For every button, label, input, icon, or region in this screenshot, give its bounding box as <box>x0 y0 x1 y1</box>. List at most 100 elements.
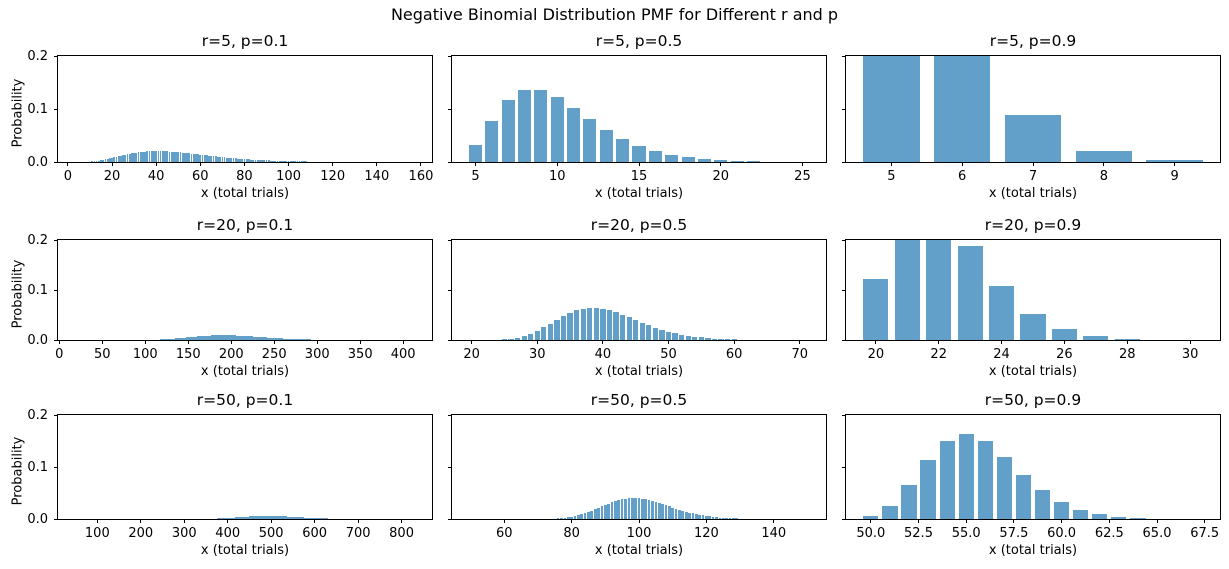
y-tick-label: 0.0 <box>27 154 48 170</box>
bar <box>1073 509 1089 519</box>
x-tick-label: 120 <box>693 526 719 541</box>
bar <box>679 334 685 340</box>
x-axis-tick <box>938 340 940 344</box>
x-tick-label: 30 <box>1181 347 1199 362</box>
y-axis-tick <box>54 161 58 163</box>
x-tick-label: 5 <box>887 169 896 184</box>
bar <box>171 338 173 340</box>
bar <box>300 161 303 162</box>
x-tick-label: 140 <box>364 169 390 184</box>
bar <box>239 335 241 340</box>
bar <box>258 336 260 340</box>
bar <box>694 514 698 519</box>
bar <box>179 338 180 340</box>
y-axis-tick <box>842 239 846 241</box>
x-axis-tick <box>890 162 892 166</box>
y-axis-tick <box>448 289 452 291</box>
bar <box>285 338 287 340</box>
x-axis-tick <box>1174 162 1176 166</box>
bar <box>894 240 920 340</box>
bar <box>303 339 305 340</box>
x-axis-tick <box>475 162 477 166</box>
bar <box>146 151 149 162</box>
bar <box>610 502 614 519</box>
bar <box>196 336 198 340</box>
bar <box>674 508 678 519</box>
bar <box>175 152 177 162</box>
y-axis-tick <box>54 239 58 241</box>
bar <box>305 339 307 340</box>
bar <box>725 518 728 519</box>
x-tick-label: 140 <box>761 526 787 541</box>
bar <box>1114 338 1140 340</box>
bar <box>272 160 275 162</box>
bar <box>267 160 270 162</box>
bar <box>289 338 291 340</box>
bar <box>599 129 613 162</box>
x-tick-label: 400 <box>390 347 416 362</box>
bar <box>294 161 297 162</box>
x-axis-tick <box>961 162 963 166</box>
bar <box>214 335 216 340</box>
bar <box>255 336 257 340</box>
x-axis-tick <box>401 519 403 523</box>
bar <box>216 335 217 340</box>
x-axis-tick <box>155 162 157 166</box>
bar <box>139 152 142 162</box>
bar <box>684 511 688 519</box>
x-axis-tick <box>918 519 919 523</box>
x-tick-label: 25 <box>794 169 811 184</box>
plot-area <box>58 240 432 340</box>
x-tick-label: 300 <box>304 347 330 362</box>
bar <box>178 338 180 340</box>
y-axis-tick <box>448 161 452 163</box>
bar <box>192 153 195 162</box>
y-axis-tick <box>842 414 846 416</box>
x-tick-label: 9 <box>1170 169 1179 184</box>
bar <box>256 159 259 162</box>
subplot: r=50, p=0.5 60 80 100 120 140 x (total trials) <box>448 391 827 558</box>
bar <box>550 96 564 162</box>
bar <box>240 335 242 340</box>
bar <box>230 335 231 340</box>
y-axis-label-text: Probability <box>10 436 26 506</box>
bar <box>288 338 290 340</box>
bar <box>197 154 199 162</box>
x-axis-tick <box>875 340 877 344</box>
x-tick-label: 70 <box>791 347 809 362</box>
bar <box>162 339 164 340</box>
x-axis-tick <box>144 340 146 344</box>
x-axis-tick <box>183 519 185 523</box>
bar <box>271 337 272 340</box>
axis-decorations: 20 22 24 26 28 30 x (total trials) <box>842 239 1220 379</box>
x-tick-label: 40 <box>594 347 612 362</box>
bar <box>287 161 290 162</box>
x-tick-label: 400 <box>215 526 241 541</box>
bar <box>172 338 174 340</box>
bar <box>115 156 118 162</box>
bar <box>212 335 214 340</box>
x-axis-tick <box>357 519 359 523</box>
bar <box>977 441 993 519</box>
bar <box>633 319 639 340</box>
bar <box>276 160 279 162</box>
bar <box>221 335 223 340</box>
x-axis-tick <box>376 162 378 166</box>
y-axis-tick <box>54 339 58 341</box>
x-tick-label: 20 <box>463 347 480 362</box>
subplot-title: r=20, p=0.9 <box>984 216 1082 234</box>
x-tick-label: 5 <box>471 169 480 184</box>
bar <box>227 335 229 340</box>
bar <box>597 507 600 519</box>
x-tick-label: 60.0 <box>1047 526 1077 541</box>
bar <box>225 157 228 162</box>
bar <box>219 156 222 162</box>
y-axis-tick <box>448 414 452 416</box>
bar <box>230 157 233 162</box>
bar <box>259 336 260 340</box>
x-axis-tick <box>536 340 538 344</box>
y-tick-label: 0.1 <box>27 101 48 117</box>
bar <box>117 156 120 162</box>
bar <box>155 151 158 162</box>
